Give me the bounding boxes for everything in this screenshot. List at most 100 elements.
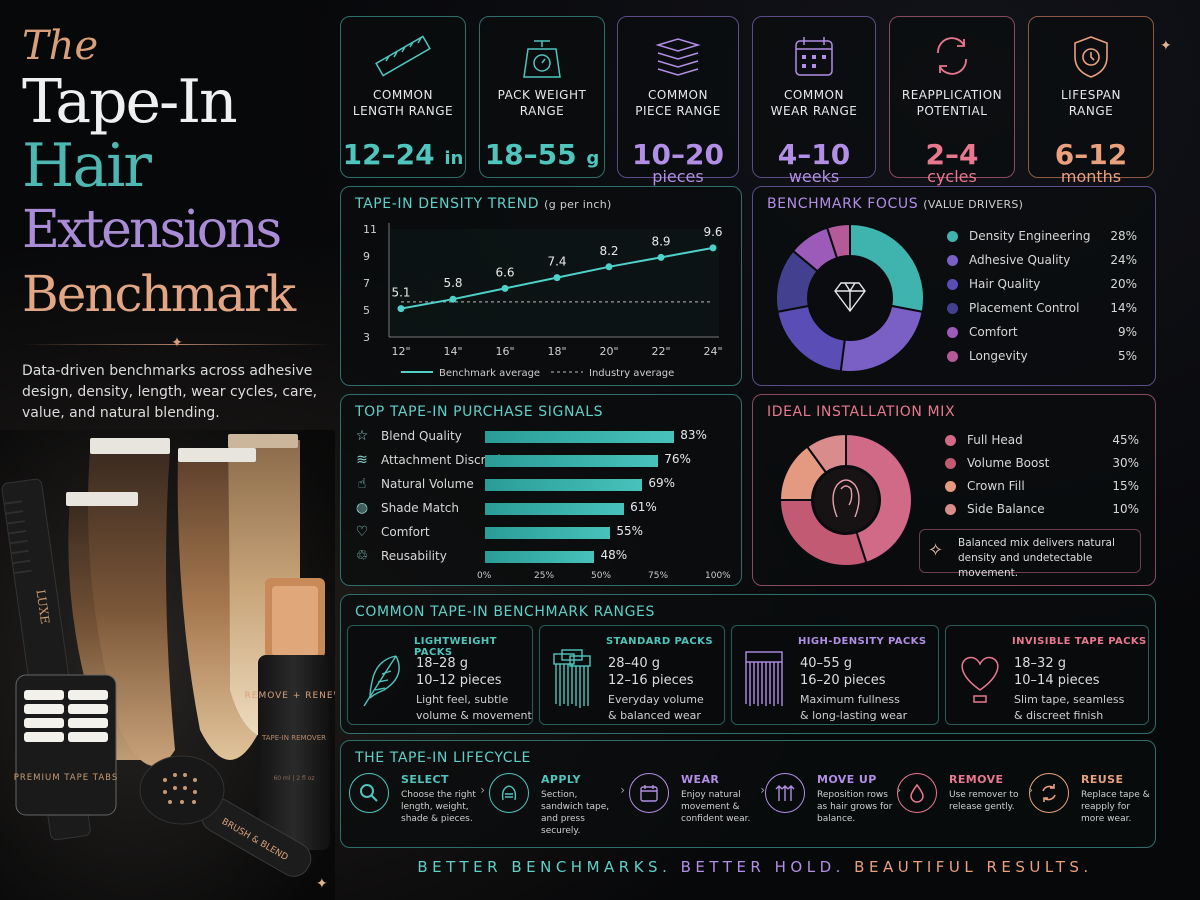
legend-pct: 30% <box>1112 456 1139 470</box>
hair-bundle-icon <box>553 649 591 708</box>
focus-title: BENCHMARK FOCUS (VALUE DRIVERS) <box>767 196 1024 212</box>
title-line-3: Extensions <box>22 200 282 260</box>
tagline: BETTER BENCHMARKS. BETTER HOLD. BEAUTIFU… <box>340 858 1170 876</box>
stat-value: 10–20 <box>632 138 724 171</box>
droplet-icon <box>897 773 937 813</box>
donut-slice <box>778 499 868 567</box>
stat-label: REAPPLICATION POTENTIAL <box>901 88 1003 118</box>
tagline-part-3: BEAUTIFUL RESULTS. <box>854 858 1093 876</box>
legend-item: Full Head 45% <box>945 431 1139 451</box>
signal-pct: 61% <box>630 500 657 514</box>
tagline-part-1: BETTER BENCHMARKS. <box>417 858 672 876</box>
donut-center <box>814 468 878 532</box>
feather-icon <box>363 655 400 707</box>
stat-card-wear: COMMON WEAR RANGE 4–10 weeks <box>752 16 876 186</box>
signal-icon: ≋ <box>356 452 368 468</box>
legend-dot <box>945 481 956 492</box>
bottle-volume: 60 ml | 2 fl oz <box>273 775 314 782</box>
data-point <box>501 284 509 292</box>
stat-card-lifespan: LIFESPAN RANGE 6–12 months <box>1028 16 1154 186</box>
legend-item: Longevity 5% <box>947 347 1137 367</box>
benchmark-focus-panel: BENCHMARK FOCUS (VALUE DRIVERS) Density … <box>752 186 1156 386</box>
data-label: 6.6 <box>495 265 514 279</box>
signal-track <box>485 503 713 515</box>
y-tick-label: 9 <box>363 250 370 263</box>
lifecycle-panel: THE TAPE-IN LIFECYCLE SELECT Choose the … <box>340 740 1156 848</box>
plot-area <box>389 229 719 337</box>
arrows-up-icon <box>765 773 805 813</box>
signal-name: Comfort <box>381 525 430 539</box>
purchase-signals-panel: TOP TAPE-IN PURCHASE SIGNALS ☆ Blend Qual… <box>340 394 742 586</box>
signal-bar <box>485 551 595 563</box>
signal-pct: 83% <box>680 428 707 442</box>
signals-axis-label: 0% <box>477 571 492 581</box>
sparkle-icon: ✦ <box>1160 38 1172 54</box>
density-line-chart: 3 5 7 9 11 12" 14" 16" 18" 20" 22" 24" 5.1 5.8 6.6 7.4 8… <box>363 223 723 379</box>
range-desc: Light feel, subtle <box>416 693 509 706</box>
stat-value: 2–4 <box>925 138 979 171</box>
install-note-box: ✧ Balanced mix delivers natural density … <box>919 529 1141 579</box>
legend-item: Volume Boost 30% <box>945 454 1139 474</box>
legend-name: Placement Control <box>969 301 1080 315</box>
stat-card-length: COMMON LENGTH RANGE 12–24 in <box>340 16 466 178</box>
data-label: 8.9 <box>651 234 670 248</box>
legend-item: Placement Control 14% <box>947 299 1137 319</box>
signals-axis-label: 75% <box>648 571 669 581</box>
step-desc: Use remover to release gently. <box>949 790 1019 812</box>
density-trend-panel: TAPE-IN DENSITY TREND (g per inch) 3 5 7 9 1… <box>340 186 742 386</box>
legend-pct: 28% <box>1110 229 1137 243</box>
step-desc: Section, sandwich tape, and press secure… <box>541 790 610 836</box>
signal-icon: ♲ <box>355 548 369 564</box>
title-line-2: Hair <box>22 131 152 201</box>
range-pieces: 10–12 pieces <box>416 673 502 688</box>
signal-row: ♲ Reusability 48% <box>353 547 731 567</box>
step-title: WEAR <box>681 773 720 786</box>
legend-dot <box>947 231 958 242</box>
legend-name: Longevity <box>969 349 1028 363</box>
range-card-high-density: HIGH-DENSITY PACKS 40–55 g 16–20 pieces … <box>731 625 939 725</box>
stat-value: 6–12 <box>1054 138 1128 171</box>
signal-track <box>485 551 713 563</box>
legend-name: Adhesive Quality <box>969 253 1071 267</box>
donut-slice <box>845 432 913 565</box>
bottle-label: REMOVE + RENEW <box>245 691 336 701</box>
legend-item: Adhesive Quality 24% <box>947 251 1137 271</box>
signal-track <box>485 431 713 443</box>
hero-section: The Tape-In Hair Extensions Benchmark ✦ … <box>22 22 332 424</box>
stat-label: COMMON LENGTH RANGE <box>352 88 454 118</box>
signal-row: ◍ Shade Match 61% <box>353 499 731 519</box>
data-point <box>397 305 405 313</box>
signals-axis-label: 50% <box>591 571 612 581</box>
legend-dot <box>947 255 958 266</box>
hero-description: Data-driven benchmarks across adhesive d… <box>22 363 318 421</box>
search-icon <box>349 773 389 813</box>
range-weight: 18–28 g <box>416 656 468 671</box>
data-point <box>657 253 665 261</box>
signal-pct: 76% <box>664 452 691 466</box>
shield-clock-icon <box>1074 36 1108 78</box>
range-weight: 28–40 g <box>608 656 660 671</box>
signal-bar <box>485 431 675 443</box>
signals-axis-label: 25% <box>534 571 555 581</box>
y-tick-label: 5 <box>363 304 370 317</box>
signal-bar <box>485 527 611 539</box>
chevron-right-icon: › <box>620 783 625 797</box>
range-weight: 18–32 g <box>1014 656 1066 671</box>
lifecycle-title: THE TAPE-IN LIFECYCLE <box>355 750 531 766</box>
legend-item: Comfort 9% <box>947 323 1137 343</box>
comb-label: LUXE <box>33 589 52 625</box>
x-tick-label: 16" <box>495 345 514 358</box>
step-title: SELECT <box>401 773 449 786</box>
legend-pct: 9% <box>1117 325 1137 339</box>
legend-pct: 14% <box>1110 301 1137 315</box>
signal-pct: 48% <box>600 548 628 562</box>
legend-dot <box>945 458 956 469</box>
lifecycle-step-reuse: REUSE Replace tape & reapply for more we… <box>1029 769 1153 839</box>
installation-mix-panel: IDEAL INSTALLATION MIX Full Head 45% Volum… <box>752 394 1156 586</box>
install-note: Balanced mix delivers natural density an… <box>958 537 1115 579</box>
hair-silhouette-icon <box>832 479 860 518</box>
signal-track <box>485 479 713 491</box>
step-desc: Choose the right length, weight, shade &… <box>401 790 476 824</box>
signal-icon: ◍ <box>355 500 369 516</box>
stat-value: 12–24 in <box>342 138 464 171</box>
